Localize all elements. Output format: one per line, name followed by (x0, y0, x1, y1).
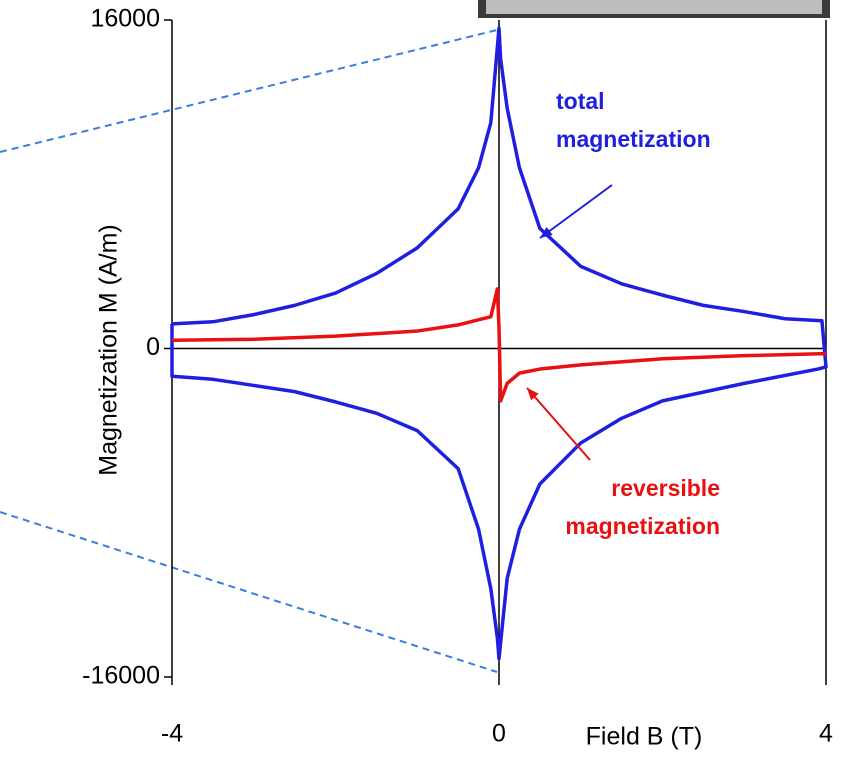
x-tick-label: 0 (492, 720, 506, 748)
x-tick-label: 4 (819, 720, 833, 748)
arrow-head (527, 388, 539, 401)
y-tick-label: 0 (146, 333, 160, 361)
x-tick-label: -4 (161, 720, 183, 748)
y-tick-label: 16000 (90, 5, 160, 33)
series-line (171, 287, 827, 403)
y-tick-label: -16000 (82, 662, 160, 690)
x-axis-label: Field B (T) (586, 723, 703, 751)
arrow-head (540, 226, 553, 238)
series-line (170, 26, 828, 661)
zoom-line (0, 29, 498, 153)
annotation: magnetization (565, 513, 720, 539)
annotation-arrow (539, 184, 613, 239)
annotation: magnetization (556, 126, 711, 152)
annotation-arrow (526, 387, 591, 461)
annotation: total (556, 88, 605, 114)
zoom-line (0, 511, 498, 673)
annotation: reversible (611, 475, 720, 501)
y-axis-label: Magnetization M (A/m) (95, 224, 123, 475)
photo-inner (486, 0, 822, 14)
